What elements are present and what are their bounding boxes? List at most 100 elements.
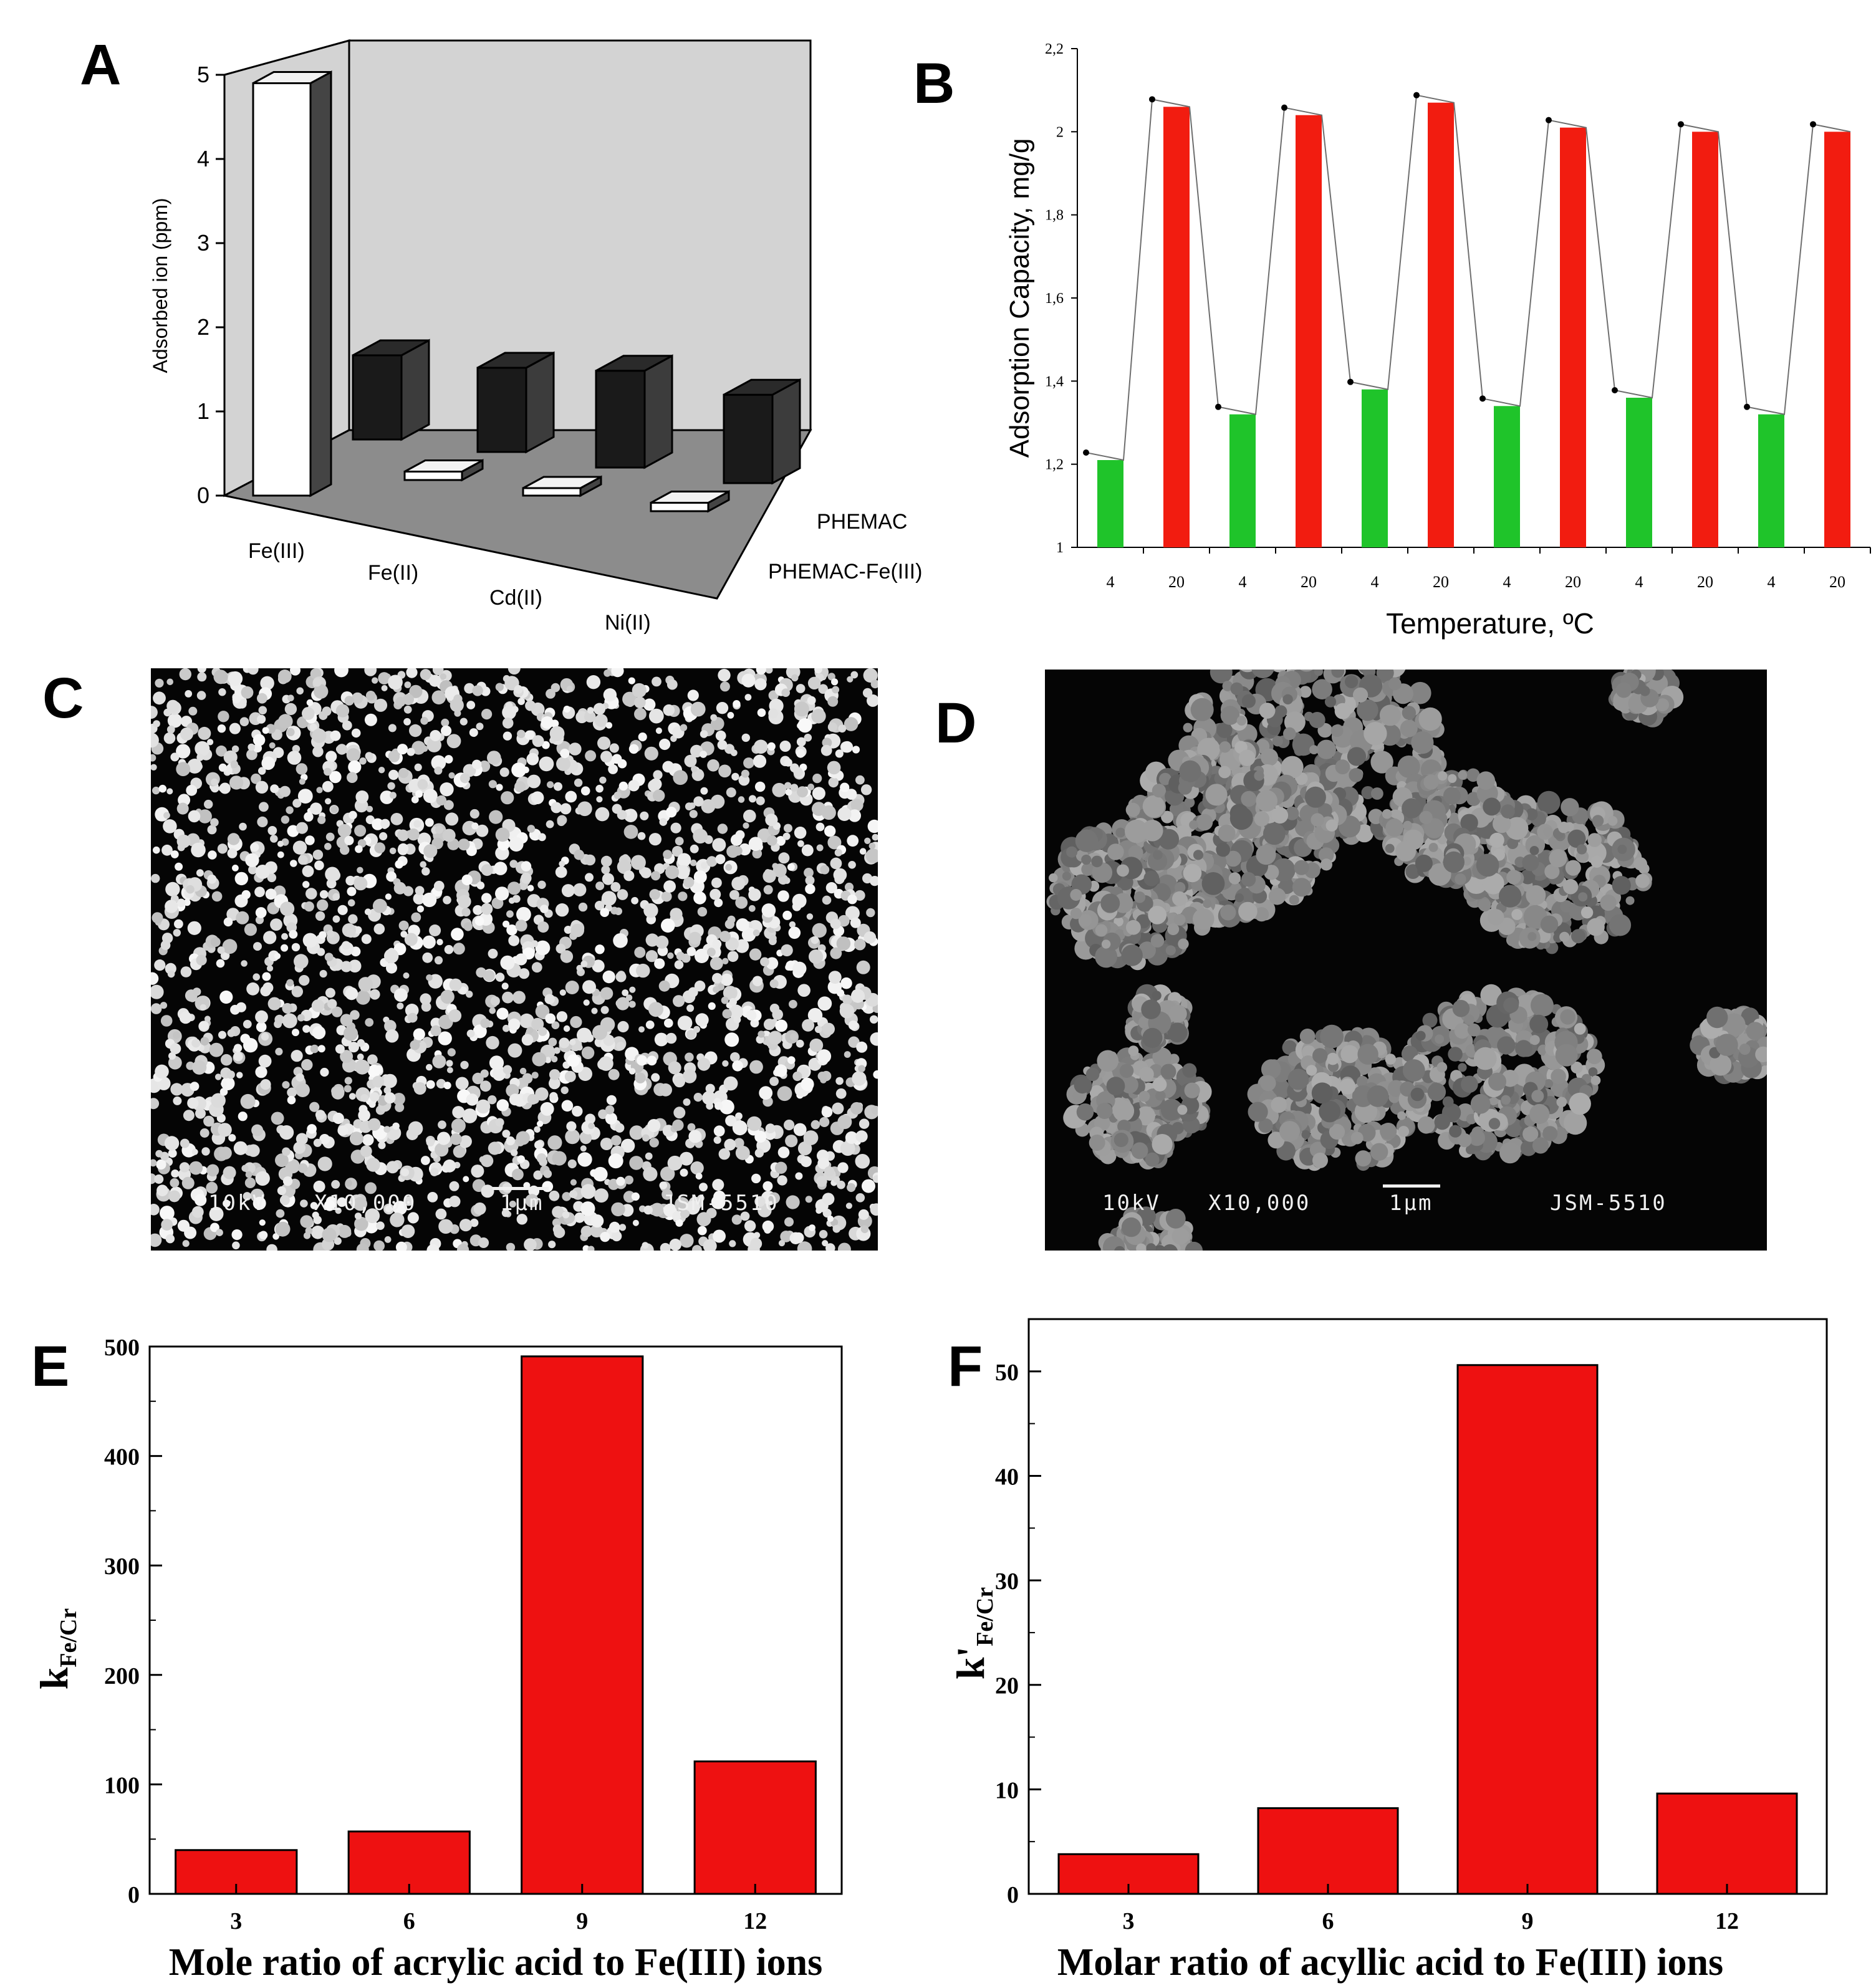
chart-b-x-tick-label: 4	[1768, 573, 1776, 591]
chart-a-series-label-phemac-fe: PHEMAC-Fe(III)	[768, 560, 922, 583]
chart-f-y-axis-subscript: Fe/Cr	[972, 1587, 998, 1646]
chart-b-point	[1149, 96, 1155, 103]
sem-c-scale-label: 1μm	[500, 1191, 544, 1216]
chart-b-x-tick-label: 4	[1371, 573, 1379, 591]
chart-f-y-tick-label: 10	[995, 1777, 1019, 1803]
chart-a-y-axis-label: Adsorbed ion (ppm)	[149, 198, 171, 373]
chart-f-bar	[1257, 1807, 1399, 1895]
sem-d-model: JSM-5510	[1550, 1191, 1667, 1216]
chart-b-x-axis-label: Temperature, ºC	[1386, 607, 1594, 640]
chart-e-x-tick-label: 3	[230, 1908, 242, 1934]
sem-c-scale-bar	[493, 1187, 549, 1190]
chart-b-point	[1413, 92, 1420, 98]
chart-e-x-tick-label: 12	[743, 1908, 767, 1934]
chart-f-y-tick-label: 50	[995, 1360, 1019, 1386]
chart-b-x-tick-label: 4	[1107, 573, 1115, 591]
chart-a-y-tick-label: 0	[197, 483, 209, 508]
sem-c-particles	[151, 668, 878, 1251]
chart-e-y-tick-label: 200	[104, 1663, 140, 1689]
chart-b-x-tick-label: 20	[1697, 573, 1713, 591]
chart-f-x-tick-label: 12	[1715, 1908, 1739, 1934]
chart-b-point	[1083, 449, 1089, 456]
chart-f-y-tick-label: 30	[995, 1568, 1019, 1595]
chart-a-x-tick-label: Fe(II)	[368, 561, 418, 585]
chart-e-bar	[175, 1849, 298, 1895]
chart-f-y-tick-label: 20	[995, 1673, 1019, 1699]
chart-e-y-tick-label: 100	[104, 1772, 140, 1798]
chart-e-y-tick-label: 0	[128, 1882, 140, 1908]
chart-f-bar	[1656, 1792, 1798, 1895]
chart-b-temperature-cycles: 1 1,2 1,4 1,6 1,8 2 2,2 4 20 4 20 4 20 4 20 4 20 4 20 Tem…	[1004, 41, 1871, 640]
chart-a-series-label-phemac: PHEMAC	[817, 510, 907, 534]
chart-b-bar-20c	[1560, 127, 1586, 547]
chart-a-x-tick-label: Ni(II)	[605, 611, 651, 635]
chart-b-point	[1347, 378, 1354, 385]
chart-a-bar-phemac	[476, 351, 555, 454]
chart-b-bar-20c	[1296, 115, 1322, 547]
chart-f-x-tick-label: 9	[1522, 1908, 1534, 1934]
chart-a-bar-phemac-fe	[522, 475, 602, 497]
chart-b-bar-20c	[1428, 102, 1454, 547]
chart-b-point	[1612, 387, 1618, 393]
chart-b-x-tick-label: 20	[1433, 573, 1449, 591]
panel-label-a: A	[80, 33, 122, 97]
chart-a-bar-phemac	[595, 354, 673, 469]
chart-b-point	[1546, 117, 1552, 123]
chart-b-point	[1744, 403, 1750, 410]
chart-e-x-tick-label: 6	[403, 1908, 415, 1934]
chart-b-y-tick-label: 1	[1056, 540, 1064, 556]
chart-f-y-tick-label: 40	[995, 1464, 1019, 1490]
sem-d-agglomerates	[1046, 670, 1767, 1251]
chart-b-bar-4c	[1097, 460, 1123, 547]
chart-a-y-tick-label: 3	[197, 230, 209, 256]
chart-e-y-tick-label: 500	[104, 1335, 140, 1361]
sem-c-model: JSM-5510	[662, 1191, 779, 1216]
chart-b-point	[1479, 395, 1486, 402]
chart-a-bar-phemac	[723, 378, 801, 485]
chart-b-y-tick-label: 2,2	[1045, 41, 1064, 57]
panel-label-c: C	[42, 666, 84, 730]
chart-a-bar-phemac-fe	[252, 70, 332, 497]
chart-e-y-tick-label: 300	[104, 1553, 140, 1580]
chart-e-bar	[347, 1830, 471, 1895]
chart-f-y-tick-label: 0	[1007, 1882, 1019, 1908]
chart-b-y-tick-label: 1,8	[1045, 208, 1064, 224]
chart-a-3d-bars: 0 1 2 3 4 5 Adsorbed ion (ppm) Fe(III) Fe(II) C…	[149, 39, 922, 635]
chart-e-kfe-cr: 0 100 200 300 400 500 3 6 9 12 Mole ratio of acr…	[32, 1335, 843, 1984]
chart-e-x-axis-label: Mole ratio of acrylic acid to Fe(III) io…	[169, 1941, 823, 1984]
chart-b-point	[1281, 104, 1287, 111]
chart-e-bar	[521, 1355, 644, 1895]
chart-b-x-tick-label: 4	[1503, 573, 1511, 591]
chart-b-y-tick-label: 1,6	[1045, 291, 1064, 307]
chart-a-bar-phemac	[352, 339, 430, 441]
chart-b-point	[1215, 403, 1221, 410]
chart-b-x-tick-label: 20	[1565, 573, 1581, 591]
sem-d-magnification: X10,000	[1208, 1191, 1311, 1216]
chart-e-y-axis-subscript: Fe/Cr	[55, 1608, 82, 1668]
chart-a-x-tick-label: Fe(III)	[248, 539, 305, 563]
panel-label-b: B	[913, 52, 955, 115]
chart-b-bar-4c	[1229, 414, 1256, 547]
chart-a-x-tick-label: Cd(II)	[489, 586, 542, 610]
chart-b-bar-4c	[1494, 406, 1520, 547]
chart-e-x-tick-label: 9	[576, 1908, 588, 1934]
chart-b-bar-20c	[1163, 107, 1190, 548]
chart-b-bar-4c	[1362, 389, 1388, 547]
sem-image-d: 10kV X10,000 1μm JSM-5510	[1045, 670, 1767, 1251]
chart-b-x-tick-label: 4	[1239, 573, 1247, 591]
chart-f-x-tick-label: 3	[1123, 1908, 1135, 1934]
chart-b-bar-20c	[1824, 132, 1850, 548]
chart-b-x-tick-label: 20	[1829, 573, 1845, 591]
chart-b-bar-4c	[1626, 398, 1652, 547]
chart-f-bar	[1456, 1364, 1599, 1895]
chart-b-y-tick-label: 1,2	[1045, 457, 1064, 473]
chart-b-point	[1678, 121, 1684, 128]
chart-a-bar-phemac-fe	[403, 458, 484, 482]
chart-b-connector-line	[1085, 94, 1851, 461]
chart-e-y-tick-label: 400	[104, 1444, 140, 1471]
chart-b-y-axis-label: Adsorption Capacity, mg/g	[1004, 138, 1035, 458]
sem-image-c: 10kV X10,000 1μm JSM-5510	[151, 668, 878, 1251]
panel-label-e: E	[31, 1335, 70, 1398]
chart-a-y-tick-label: 2	[197, 314, 209, 340]
chart-a-y-tick-label: 1	[197, 398, 209, 424]
